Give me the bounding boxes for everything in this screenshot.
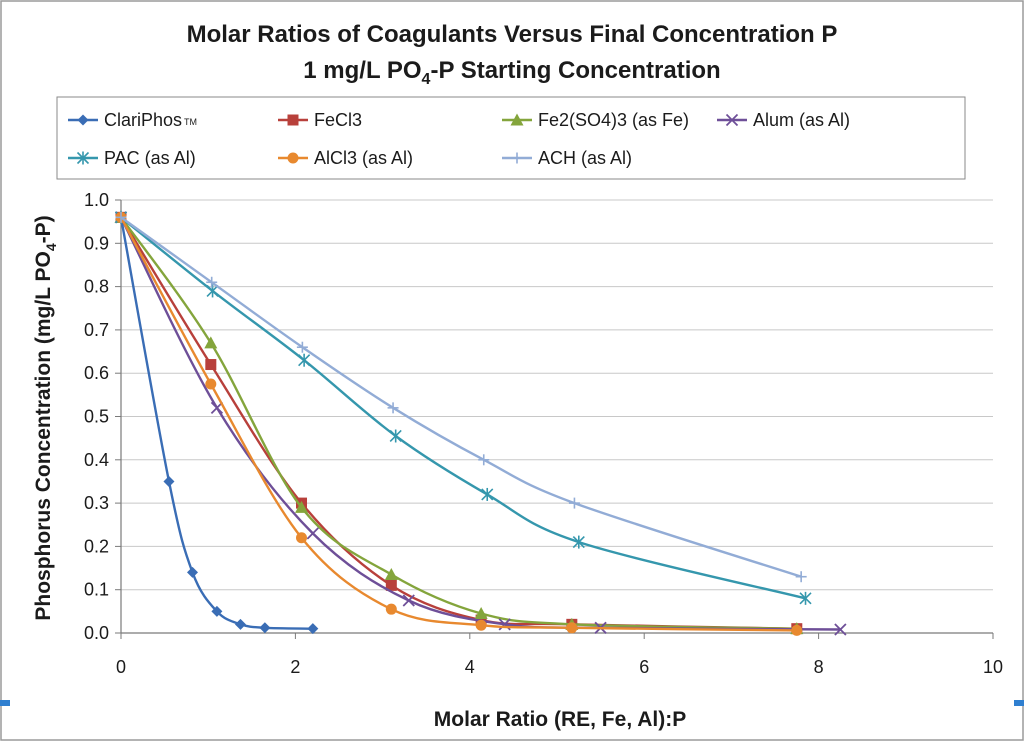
y-tick-label: 0.5 (84, 407, 109, 427)
data-point (210, 401, 224, 414)
legend-item: PAC (as Al) (68, 148, 196, 168)
data-point (306, 527, 319, 540)
data-point (205, 378, 217, 390)
legend-item: ClariPhos TM (68, 110, 197, 130)
x-tick-label: 4 (465, 657, 475, 677)
data-point (572, 535, 585, 549)
left-edge-accent (0, 700, 10, 706)
legend-swatch-marker (511, 152, 523, 164)
data-point (234, 618, 246, 630)
legend-item: FeCl3 (278, 110, 362, 130)
data-point (387, 402, 399, 414)
y-tick-label: 0.0 (84, 623, 109, 643)
data-point (481, 487, 494, 501)
data-point (799, 591, 812, 605)
legend-item: Fe2(SO4)3 (as Fe) (502, 110, 689, 130)
data-point (259, 622, 271, 634)
data-point (834, 623, 847, 636)
series-pac-as-al- (114, 210, 812, 605)
data-point (566, 622, 578, 634)
x-tick-label: 0 (116, 657, 126, 677)
y-tick-label: 0.7 (84, 320, 109, 340)
y-tick-label: 0.4 (84, 450, 109, 470)
x-tick-label: 2 (290, 657, 300, 677)
y-tick-label: 0.3 (84, 493, 109, 513)
legend-item: Alum (as Al) (717, 110, 850, 130)
y-tick-label: 0.6 (84, 363, 109, 383)
data-point (475, 619, 487, 631)
legend-label: AlCl3 (as Al) (314, 148, 413, 168)
axes: 0.0 0.1 0.2 0.3 0.4 0.5 0.6 0.7 0.8 0.9 1.0 0 2 4 6 8 10 (84, 190, 1003, 677)
data-point (795, 571, 807, 583)
legend-label: Fe2(SO4)3 (as Fe) (538, 110, 689, 130)
legend-label: ACH (as Al) (538, 148, 632, 168)
y-tick-label: 0.1 (84, 580, 109, 600)
series-layer (114, 210, 847, 636)
data-point (389, 429, 402, 443)
legend-swatch-marker (510, 113, 524, 126)
data-point (385, 603, 397, 615)
right-edge-accent (1014, 700, 1024, 706)
series-alcl3-as-al- (115, 211, 803, 636)
x-tick-label: 10 (983, 657, 1003, 677)
data-point (307, 623, 319, 635)
legend-item: AlCl3 (as Al) (278, 148, 413, 168)
legend-swatch-marker (287, 152, 299, 164)
legend-swatch-marker (76, 151, 90, 165)
legend-label: FeCl3 (314, 110, 362, 130)
data-point (206, 284, 219, 298)
series-ach-as-al- (115, 211, 807, 583)
legend-label: ClariPhos TM (104, 110, 197, 130)
data-point (384, 568, 398, 581)
data-point (187, 566, 199, 578)
legend-label: Alum (as Al) (753, 110, 850, 130)
legend-item: ACH (as Al) (502, 148, 632, 168)
legend: ClariPhos TM FeCl3 Fe2(SO4)3 (as Fe) Alum (a… (56, 96, 966, 180)
x-axis-label: Molar Ratio (RE, Fe, Al):P (434, 708, 686, 731)
data-point (402, 594, 415, 607)
y-tick-label: 0.8 (84, 277, 109, 297)
y-tick-label: 1.0 (84, 190, 109, 210)
legend-box (56, 96, 966, 180)
data-point (163, 475, 175, 487)
data-point (385, 579, 397, 591)
series-fe2-so4-3-as-fe- (114, 210, 804, 635)
chart-title: Molar Ratios of Coagulants Versus Final … (187, 21, 838, 48)
x-tick-label: 8 (814, 657, 824, 677)
y-tick-label: 0.2 (84, 536, 109, 556)
data-point (204, 336, 218, 349)
data-point (205, 359, 217, 371)
data-point (791, 624, 803, 636)
data-point (296, 341, 308, 353)
legend-label: PAC (as Al) (104, 148, 196, 168)
data-point (478, 454, 490, 466)
y-tick-label: 0.9 (84, 233, 109, 253)
x-tick-label: 6 (639, 657, 649, 677)
y-axis-label: Phosphorus Concentration (mg/L PO4-P) (32, 215, 59, 620)
data-point (474, 607, 488, 620)
legend-swatch-marker (725, 113, 739, 127)
gridlines (121, 199, 993, 591)
data-point (568, 497, 580, 509)
data-point (211, 605, 223, 617)
data-point (115, 211, 127, 223)
data-point (206, 276, 218, 288)
data-point (298, 353, 311, 367)
data-point (295, 500, 309, 513)
data-point (296, 532, 308, 544)
legend-swatch-marker (77, 114, 89, 126)
chart-subtitle: 1 mg/L PO4-P Starting Concentration (303, 57, 720, 88)
legend-swatch-marker (287, 114, 299, 126)
